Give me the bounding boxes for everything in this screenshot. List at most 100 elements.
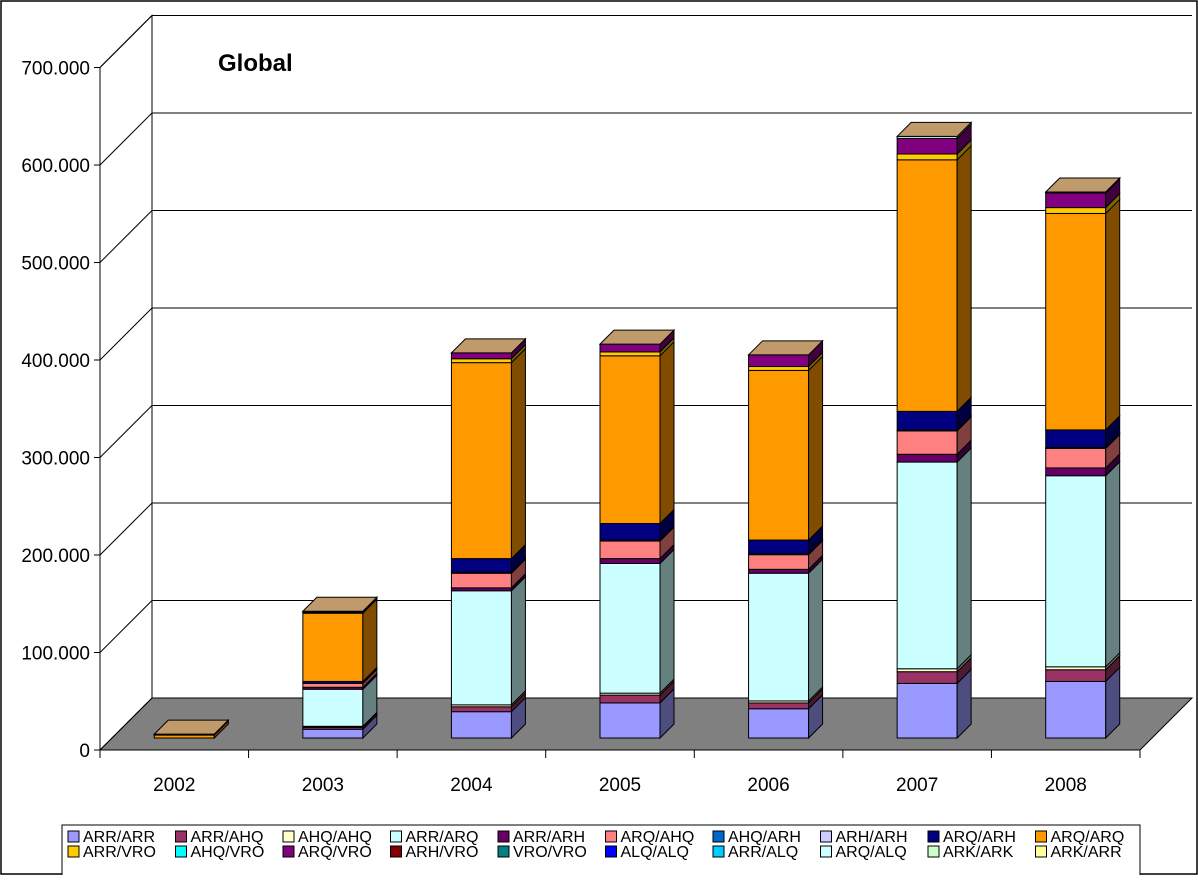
bar-segment <box>1045 447 1107 469</box>
legend-swatch <box>67 845 80 858</box>
bar-segment-side <box>510 347 526 560</box>
bar-segment-side <box>1105 198 1121 432</box>
legend-label: ARR/ARH <box>513 829 585 846</box>
legend-label: ARR/ARR <box>83 829 155 846</box>
gridline-side <box>99 15 153 68</box>
y-tick-label: 400.000 <box>21 351 90 372</box>
bar-segment <box>1045 429 1107 448</box>
legend-swatch <box>497 845 510 858</box>
bar-segment <box>450 706 512 713</box>
legend-label: VRO/VRO <box>513 844 587 861</box>
bar-segment <box>450 362 512 560</box>
legend-label: AHQ/AHQ <box>298 829 372 846</box>
bar-segment-side <box>956 446 972 670</box>
legend-swatch <box>820 845 832 858</box>
y-tick-label: 700.000 <box>21 59 90 80</box>
legend-swatch <box>282 845 295 858</box>
legend-label: ARQ/VRO <box>298 844 372 861</box>
legend-label: ARR/ALQ <box>728 844 798 861</box>
bar-segment <box>1045 467 1107 477</box>
bar-segment <box>1045 192 1107 209</box>
x-tick-label: 2004 <box>450 775 493 796</box>
legend-swatch <box>1035 845 1047 858</box>
legend-label: AHQ/VRO <box>191 844 265 861</box>
bar-segment <box>896 159 958 412</box>
legend-label: ARQ/ARQ <box>1051 829 1125 846</box>
legend-label: ARR/AHQ <box>191 829 264 846</box>
bar-top <box>747 340 824 356</box>
y-tick-label: 600.000 <box>21 156 90 177</box>
x-tick-label: 2005 <box>599 775 641 796</box>
bar-segment <box>599 694 661 704</box>
bar-segment-side <box>808 355 824 542</box>
legend-label: ARQ/AHQ <box>621 829 695 846</box>
bar-segment <box>599 343 661 353</box>
legend-swatch <box>175 830 187 843</box>
x-tick-label: 2002 <box>153 775 195 796</box>
legend-swatch <box>712 845 725 858</box>
bar-segment <box>302 682 364 688</box>
gridline-side <box>99 405 153 458</box>
legend-label: ARQ/ALQ <box>836 844 907 861</box>
bar-segment <box>599 540 661 560</box>
bar-segment <box>896 410 958 431</box>
bar-segment <box>599 523 661 541</box>
gridline-side <box>99 112 153 166</box>
bar-segment <box>1045 680 1107 739</box>
bar-segment <box>896 671 958 684</box>
bar-segment <box>896 137 958 155</box>
bar-segment <box>599 562 661 694</box>
x-tick-label: 2003 <box>302 775 344 796</box>
bar-segment <box>896 682 958 739</box>
legend-swatch <box>605 845 617 858</box>
bar-segment <box>896 453 958 463</box>
legend-swatch <box>927 845 940 858</box>
bar-top <box>895 121 973 137</box>
bar-segment <box>302 612 364 682</box>
bar-segment <box>599 702 661 739</box>
legend-swatch <box>1035 830 1047 843</box>
bar-segment-side <box>1105 460 1121 669</box>
bar-segment <box>748 366 810 371</box>
bar-segment <box>748 568 810 574</box>
bar-segment <box>302 728 364 739</box>
legend-swatch <box>712 830 725 843</box>
y-tick-label: 500.000 <box>21 254 90 275</box>
bar-segment <box>599 558 661 564</box>
bar-segment <box>896 430 958 455</box>
legend-box <box>61 824 1141 880</box>
legend-label: ARH/VRO <box>406 844 479 861</box>
legend-swatch <box>282 830 295 843</box>
bar-segment-side <box>659 548 675 695</box>
gridline-side <box>99 307 153 361</box>
legend-swatch <box>820 830 832 843</box>
bar-segment-side <box>510 575 526 707</box>
legend-label: AHQ/ARH <box>728 829 801 846</box>
bar-top <box>153 719 230 735</box>
bar-segment <box>302 688 364 727</box>
bar-segment <box>748 539 810 555</box>
bar-segment <box>1045 207 1107 214</box>
y-tick-label: 100.000 <box>21 644 90 665</box>
bar-segment <box>748 572 810 702</box>
chart-title: Global <box>218 50 293 77</box>
bar-segment <box>450 590 512 706</box>
bar-segment <box>1045 212 1107 431</box>
x-tick-label: 2006 <box>747 775 789 796</box>
bar-segment <box>748 702 810 710</box>
x-tick-label: 2008 <box>1045 775 1087 796</box>
legend-label: ARQ/ARH <box>943 829 1016 846</box>
bar-top <box>1044 177 1121 193</box>
bar-segment <box>450 352 512 360</box>
legend-swatch <box>390 845 402 858</box>
legend-swatch <box>927 830 940 843</box>
bar-segment <box>748 369 810 541</box>
legend-swatch <box>390 830 402 843</box>
gridline-side <box>99 502 153 556</box>
bar-segment <box>450 558 512 573</box>
legend-swatch <box>497 830 510 843</box>
y-tick-label: 300.000 <box>21 449 90 470</box>
bar-segment <box>450 358 512 364</box>
y-tick-label: 0 <box>79 741 90 762</box>
bar-segment <box>450 572 512 589</box>
